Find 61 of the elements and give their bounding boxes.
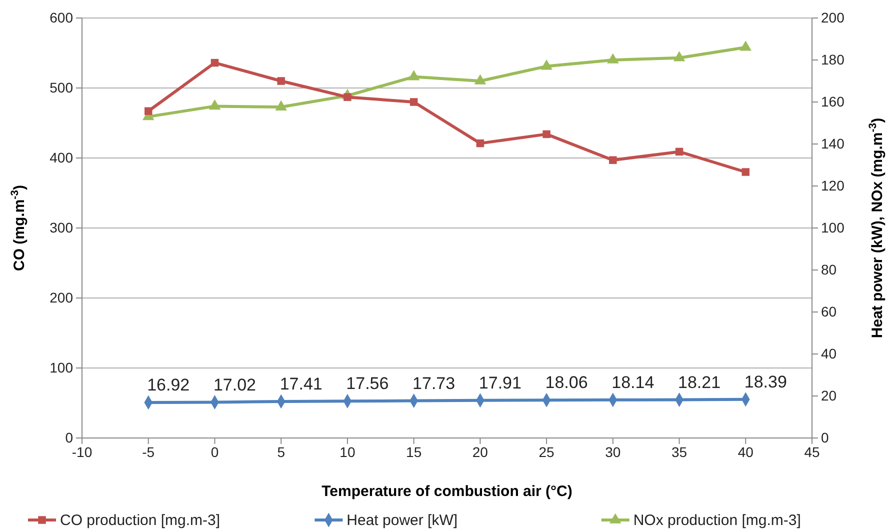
x-tick-label: 5 <box>277 444 286 460</box>
point <box>673 51 686 62</box>
data-label: 18.14 <box>612 372 654 392</box>
y2-tick-label: 160 <box>821 93 845 110</box>
legend-label: CO production [mg.m-3] <box>60 512 220 529</box>
point <box>410 98 418 106</box>
point <box>476 139 484 148</box>
y2-tick-label: 40 <box>821 345 837 362</box>
point <box>607 53 619 64</box>
point <box>210 58 219 67</box>
data-label: 17.73 <box>412 374 456 393</box>
point <box>609 156 617 164</box>
y2-tick-label: 20 <box>821 387 837 404</box>
y-tick-label: 400 <box>50 149 74 166</box>
y2-tick-label: 180 <box>821 51 845 68</box>
y2-tick-label: 120 <box>821 177 845 194</box>
y2-tick-label: 80 <box>821 261 837 278</box>
legend-label: Heat power [kW] <box>346 512 458 529</box>
x-tick-label: 0 <box>210 444 219 460</box>
point <box>540 60 552 70</box>
x-tick-label: -10 <box>72 444 92 460</box>
point <box>740 40 752 51</box>
point <box>474 74 486 84</box>
data-label: 17.02 <box>213 375 256 394</box>
point <box>408 70 420 80</box>
x-tick-label: 45 <box>804 444 820 460</box>
y-tick-label: 600 <box>50 9 74 26</box>
point <box>208 99 221 110</box>
y-tick-label: 500 <box>50 79 74 96</box>
point <box>277 77 285 85</box>
x-tick-label: 15 <box>406 444 422 460</box>
point <box>675 148 684 156</box>
x-tick-label: 20 <box>472 444 488 460</box>
data-label: 18.39 <box>744 372 787 392</box>
data-label: 16.92 <box>147 375 190 394</box>
x-axis-title: Temperature of combustion air (°C) <box>322 483 572 500</box>
y2-tick-label: 200 <box>821 9 845 26</box>
data-label: 18.06 <box>545 373 588 392</box>
y-tick-label: 100 <box>50 359 74 376</box>
x-tick-label: 30 <box>605 444 621 460</box>
x-tick-label: 35 <box>671 444 688 460</box>
point <box>542 130 550 138</box>
y2-tick-label: 100 <box>821 219 845 236</box>
point <box>742 168 750 176</box>
y-tick-label: 200 <box>50 289 74 306</box>
point <box>275 100 287 110</box>
y-tick-label: 0 <box>65 429 74 446</box>
x-tick-label: 25 <box>538 444 555 460</box>
y2-tick-label: 0 <box>821 429 829 446</box>
y-tick-label: 300 <box>50 219 74 236</box>
x-tick-label: -5 <box>142 444 155 460</box>
legend-label: NOx production [mg.m-3] <box>633 512 801 529</box>
point <box>144 107 152 115</box>
data-label: 17.91 <box>478 373 522 392</box>
y2-tick-label: 140 <box>821 135 845 152</box>
x-tick-label: 40 <box>738 444 754 460</box>
data-label: 18.21 <box>678 372 721 392</box>
data-label: 17.41 <box>280 374 322 394</box>
y2-tick-label: 60 <box>821 303 837 320</box>
x-tick-label: 10 <box>340 444 356 460</box>
data-label: 17.56 <box>346 374 389 394</box>
